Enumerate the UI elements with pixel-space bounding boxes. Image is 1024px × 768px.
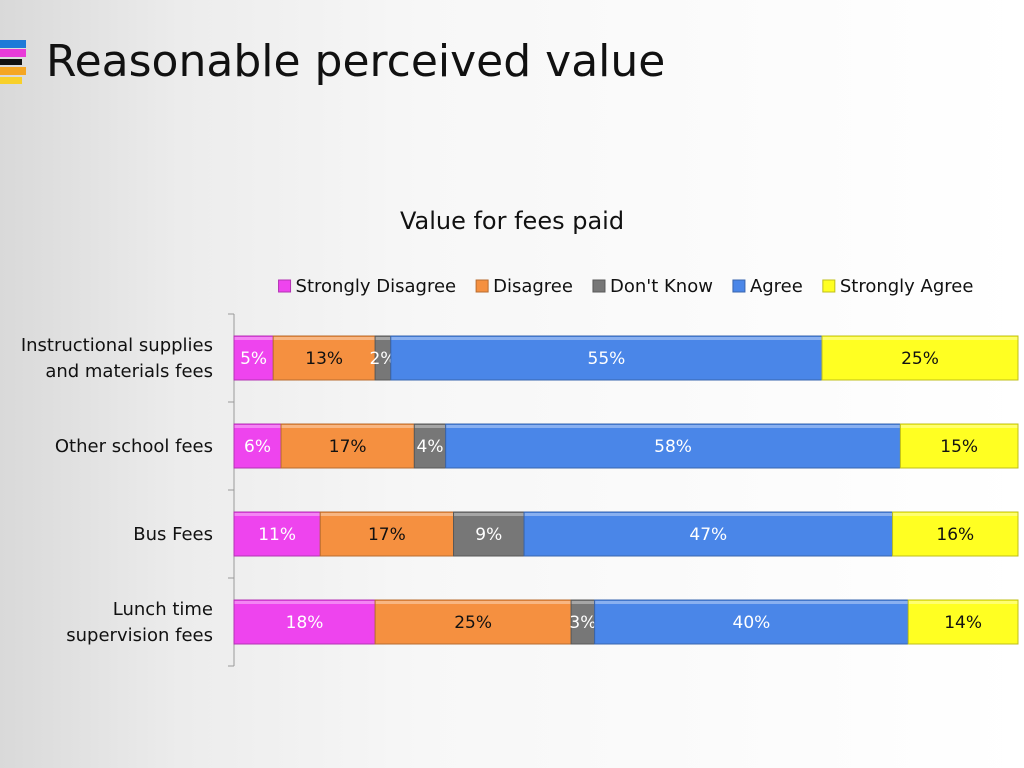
category-label: Other school fees — [55, 436, 213, 457]
bar-row: 6% 17% 4% 58% 15% — [233, 423, 1019, 469]
bar-segment — [907, 599, 1019, 645]
bar-segment — [272, 335, 376, 381]
data-label: 25% — [454, 613, 492, 633]
bar-segment — [413, 423, 447, 469]
data-label: 47% — [689, 525, 727, 545]
category-axis — [228, 313, 235, 667]
legend-item: Agree — [732, 276, 803, 297]
bar-segment — [280, 423, 415, 469]
bar-highlight — [900, 425, 1018, 428]
category-label: and materials fees — [45, 361, 213, 382]
bar-row: 11% 17% 9% 47% 16% — [233, 511, 1019, 557]
bar-row: 5% 13% 2% 55% 25% — [233, 335, 1019, 381]
data-label: 6% — [244, 437, 271, 457]
bar-highlight — [908, 601, 1018, 604]
bar-highlight — [822, 337, 1018, 340]
bar-highlight — [414, 425, 446, 428]
data-label: 17% — [329, 437, 367, 457]
legend-swatch — [278, 279, 292, 293]
data-label: 5% — [240, 349, 267, 369]
data-label: 17% — [368, 525, 406, 545]
data-label: 55% — [588, 349, 626, 369]
legend-label: Strongly Disagree — [296, 276, 457, 297]
bar-highlight — [375, 337, 391, 340]
legend-label: Don't Know — [610, 276, 713, 297]
bar-highlight — [446, 425, 900, 428]
bar-segment — [233, 335, 274, 381]
chart-legend: Strongly Disagree Disagree Don't Know Agree… — [278, 276, 974, 297]
legend-item: Don't Know — [592, 276, 713, 297]
chart-title: Value for fees paid — [399, 207, 625, 235]
slide-title: Reasonable perceived value — [46, 36, 666, 87]
bar-segment — [374, 599, 572, 645]
bar-highlight — [391, 337, 822, 340]
bar-segment — [892, 511, 1019, 557]
bar-segment — [899, 423, 1019, 469]
data-label: 16% — [936, 525, 974, 545]
bar-highlight — [320, 513, 454, 516]
data-label: 4% — [417, 437, 444, 457]
data-label: 18% — [286, 613, 324, 633]
bar-highlight — [234, 513, 320, 516]
legend-label: Disagree — [493, 276, 573, 297]
bar-highlight — [454, 513, 524, 516]
legend-label: Agree — [750, 276, 803, 297]
category-label: Lunch time — [113, 599, 213, 620]
bar-highlight — [234, 425, 281, 428]
data-label: 25% — [901, 349, 939, 369]
bar-highlight — [281, 425, 414, 428]
bar-highlight — [595, 601, 908, 604]
bar-segment — [594, 599, 909, 645]
legend-swatch — [732, 279, 746, 293]
legend-item: Strongly Disagree — [278, 276, 457, 297]
bar-segment — [523, 511, 894, 557]
data-label: 11% — [258, 525, 296, 545]
bar-segment — [233, 423, 282, 469]
data-label: 58% — [654, 437, 692, 457]
bar-segment — [445, 423, 901, 469]
category-label: supervision fees — [66, 625, 213, 646]
data-label: 3% — [569, 613, 596, 633]
chart-bars: 5% 13% 2% 55% 25% 6% 17% 4% 58% 15% 11% 17% 9% 47% 16%… — [233, 335, 1019, 645]
legend-swatch — [822, 279, 836, 293]
slide-logo — [0, 40, 26, 88]
data-label: 2% — [369, 349, 396, 369]
bar-highlight — [571, 601, 595, 604]
bar-segment — [821, 335, 1019, 381]
data-label: 9% — [475, 525, 502, 545]
bar-highlight — [273, 337, 375, 340]
bar-highlight — [234, 337, 273, 340]
bar-highlight — [893, 513, 1018, 516]
category-label: Instructional supplies — [21, 335, 213, 356]
data-label: 40% — [733, 613, 771, 633]
data-label: 13% — [305, 349, 343, 369]
legend-swatch — [592, 279, 606, 293]
data-label: 15% — [940, 437, 978, 457]
legend-item: Disagree — [475, 276, 573, 297]
bar-highlight — [375, 601, 571, 604]
data-label: 14% — [944, 613, 982, 633]
bar-row: 18% 25% 3% 40% 14% — [233, 599, 1019, 645]
bar-segment — [233, 511, 321, 557]
bar-segment — [453, 511, 525, 557]
legend-item: Strongly Agree — [822, 276, 974, 297]
category-labels: Instructional supplies and materials fees… — [21, 335, 213, 646]
category-label: Bus Fees — [133, 524, 213, 545]
bar-highlight — [524, 513, 893, 516]
legend-swatch — [475, 279, 489, 293]
bar-segment — [233, 599, 376, 645]
bar-highlight — [234, 601, 375, 604]
bar-segment — [319, 511, 455, 557]
legend-label: Strongly Agree — [840, 276, 974, 297]
